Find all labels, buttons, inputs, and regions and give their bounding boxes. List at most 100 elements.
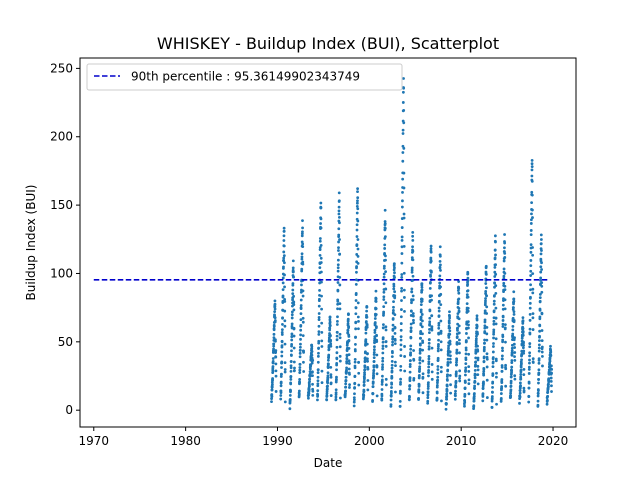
scatter-point bbox=[356, 207, 360, 211]
scatter-point bbox=[289, 366, 293, 370]
scatter-point bbox=[504, 384, 508, 388]
scatter-point bbox=[409, 353, 412, 357]
scatter-point bbox=[493, 256, 497, 260]
scatter-point bbox=[519, 365, 523, 369]
scatter-point bbox=[549, 350, 553, 354]
scatter-point bbox=[418, 351, 422, 355]
scatter-point bbox=[419, 303, 423, 307]
scatter-point bbox=[457, 291, 461, 295]
scatter-point bbox=[400, 308, 403, 311]
scatter-point bbox=[319, 244, 323, 247]
scatter-point bbox=[356, 199, 359, 203]
scatter-point bbox=[357, 327, 360, 331]
scatter-point bbox=[457, 324, 461, 328]
scatter-point bbox=[373, 328, 377, 332]
scatter-point bbox=[530, 190, 534, 194]
scatter-point bbox=[439, 303, 443, 307]
scatter-point bbox=[492, 322, 496, 326]
scatter-point bbox=[472, 394, 476, 398]
scatter-point bbox=[491, 360, 495, 364]
scatter-point bbox=[429, 280, 432, 284]
scatter-point bbox=[531, 216, 534, 219]
scatter-point bbox=[491, 373, 495, 376]
scatter-point bbox=[464, 352, 468, 356]
scatter-point bbox=[467, 326, 470, 330]
scatter-point bbox=[518, 381, 522, 385]
scatter-point bbox=[475, 325, 479, 328]
scatter-point bbox=[510, 352, 514, 356]
scatter-point bbox=[429, 256, 433, 260]
scatter-point bbox=[298, 377, 302, 381]
scatter-point bbox=[502, 281, 506, 285]
scatter-point bbox=[446, 357, 450, 361]
scatter-point bbox=[390, 391, 393, 395]
scatter-point bbox=[428, 327, 431, 331]
scatter-point bbox=[427, 369, 431, 372]
scatter-point bbox=[381, 365, 384, 369]
x-tick-label: 2010 bbox=[446, 434, 477, 448]
scatter-point bbox=[393, 266, 396, 270]
scatter-point bbox=[272, 350, 275, 353]
scatter-point bbox=[317, 304, 321, 308]
scatter-point bbox=[319, 256, 323, 260]
scatter-point bbox=[279, 391, 283, 394]
scatter-point bbox=[501, 346, 504, 350]
scatter-point bbox=[537, 346, 541, 350]
scatter-point bbox=[318, 248, 322, 252]
scatter-point bbox=[290, 322, 294, 326]
scatter-point bbox=[299, 304, 303, 307]
scatter-point bbox=[436, 381, 439, 385]
scatter-point bbox=[463, 386, 467, 390]
scatter-point bbox=[293, 369, 296, 373]
scatter-point bbox=[458, 376, 461, 380]
scatter-point bbox=[320, 381, 324, 385]
scatter-point bbox=[283, 300, 287, 303]
scatter-point bbox=[426, 401, 430, 405]
scatter-point bbox=[274, 355, 278, 359]
scatter-point bbox=[308, 384, 311, 388]
scatter-point bbox=[401, 101, 405, 104]
scatter-point bbox=[329, 375, 333, 379]
scatter-point bbox=[381, 351, 385, 355]
scatter-point bbox=[522, 340, 525, 344]
scatter-point bbox=[292, 308, 296, 312]
scatter-point bbox=[398, 391, 402, 395]
scatter-point bbox=[402, 212, 406, 216]
scatter-point bbox=[352, 404, 356, 408]
scatter-point bbox=[503, 326, 507, 330]
scatter-point bbox=[319, 261, 323, 264]
scatter-point bbox=[527, 365, 531, 369]
scatter-point bbox=[457, 331, 461, 335]
scatter-point bbox=[347, 325, 351, 329]
scatter-point bbox=[337, 199, 341, 203]
scatter-point bbox=[485, 338, 489, 342]
scatter-point bbox=[467, 378, 471, 382]
scatter-point bbox=[438, 265, 442, 269]
scatter-point bbox=[528, 345, 532, 349]
scatter-point bbox=[319, 201, 323, 205]
scatter-point bbox=[457, 338, 461, 342]
scatter-point bbox=[474, 356, 478, 360]
scatter-point bbox=[430, 325, 434, 329]
scatter-point bbox=[371, 399, 375, 402]
scatter-point bbox=[449, 360, 452, 364]
scatter-point bbox=[273, 319, 277, 322]
scatter-point bbox=[465, 302, 469, 306]
scatter-point bbox=[418, 347, 422, 351]
scatter-point bbox=[273, 307, 277, 311]
scatter-point bbox=[500, 369, 504, 373]
scatter-point bbox=[320, 330, 324, 334]
scatter-point bbox=[290, 354, 293, 357]
scatter-point bbox=[531, 208, 534, 212]
scatter-point bbox=[400, 299, 403, 302]
scatter-point bbox=[336, 258, 340, 262]
scatter-point bbox=[520, 358, 523, 362]
scatter-point bbox=[316, 382, 320, 386]
scatter-point bbox=[494, 316, 498, 320]
scatter-point bbox=[454, 374, 458, 378]
scatter-point bbox=[337, 205, 341, 209]
scatter-point bbox=[300, 283, 303, 287]
scatter-point bbox=[492, 345, 495, 348]
scatter-point bbox=[448, 373, 452, 377]
scatter-point bbox=[282, 258, 286, 262]
